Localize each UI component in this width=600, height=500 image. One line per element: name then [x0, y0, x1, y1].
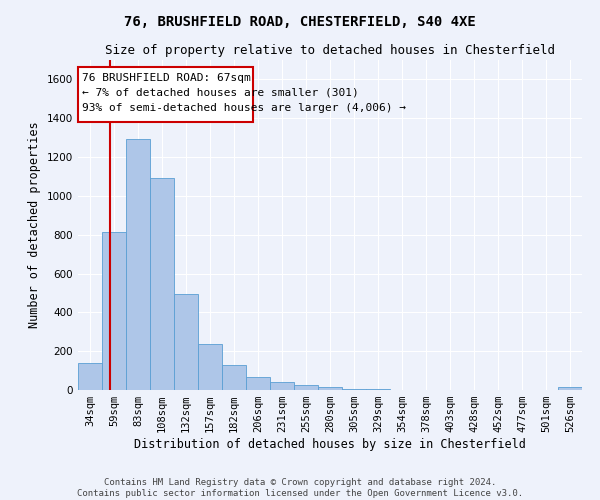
Text: 76 BRUSHFIELD ROAD: 67sqm: 76 BRUSHFIELD ROAD: 67sqm [82, 72, 250, 83]
Text: Contains HM Land Registry data © Crown copyright and database right 2024.
Contai: Contains HM Land Registry data © Crown c… [77, 478, 523, 498]
Bar [150, 178, 174, 390]
Bar [366, 389, 390, 390]
Y-axis label: Number of detached properties: Number of detached properties [28, 122, 41, 328]
Bar [558, 386, 582, 390]
Bar [294, 384, 318, 390]
Bar [318, 386, 342, 390]
Bar [102, 232, 126, 390]
Bar [222, 365, 246, 390]
Bar [246, 378, 270, 390]
Text: ← 7% of detached houses are smaller (301): ← 7% of detached houses are smaller (301… [82, 88, 358, 98]
Bar [174, 294, 198, 390]
Title: Size of property relative to detached houses in Chesterfield: Size of property relative to detached ho… [105, 44, 555, 58]
Bar [342, 389, 366, 390]
Text: 76, BRUSHFIELD ROAD, CHESTERFIELD, S40 4XE: 76, BRUSHFIELD ROAD, CHESTERFIELD, S40 4… [124, 15, 476, 29]
Bar [270, 382, 294, 390]
Bar [126, 138, 150, 390]
Text: 93% of semi-detached houses are larger (4,006) →: 93% of semi-detached houses are larger (… [82, 103, 406, 113]
X-axis label: Distribution of detached houses by size in Chesterfield: Distribution of detached houses by size … [134, 438, 526, 451]
Bar [78, 363, 102, 390]
Bar [78, 67, 253, 122]
Bar [198, 344, 222, 390]
